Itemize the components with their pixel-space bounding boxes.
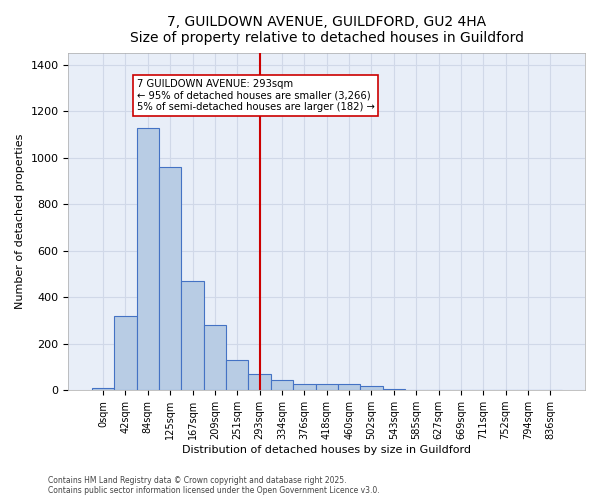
Bar bbox=[248, 374, 271, 390]
Bar bbox=[360, 386, 383, 390]
Bar bbox=[226, 360, 248, 390]
Bar bbox=[114, 316, 137, 390]
Bar bbox=[181, 281, 204, 390]
Text: 7 GUILDOWN AVENUE: 293sqm
← 95% of detached houses are smaller (3,266)
5% of sem: 7 GUILDOWN AVENUE: 293sqm ← 95% of detac… bbox=[137, 79, 374, 112]
Y-axis label: Number of detached properties: Number of detached properties bbox=[15, 134, 25, 310]
Bar bbox=[293, 384, 316, 390]
Bar bbox=[137, 128, 159, 390]
Bar bbox=[159, 167, 181, 390]
Text: Contains HM Land Registry data © Crown copyright and database right 2025.
Contai: Contains HM Land Registry data © Crown c… bbox=[48, 476, 380, 495]
X-axis label: Distribution of detached houses by size in Guildford: Distribution of detached houses by size … bbox=[182, 445, 471, 455]
Bar bbox=[92, 388, 114, 390]
Bar bbox=[338, 384, 360, 390]
Bar bbox=[204, 325, 226, 390]
Bar bbox=[383, 389, 405, 390]
Bar bbox=[316, 384, 338, 390]
Title: 7, GUILDOWN AVENUE, GUILDFORD, GU2 4HA
Size of property relative to detached hou: 7, GUILDOWN AVENUE, GUILDFORD, GU2 4HA S… bbox=[130, 15, 524, 45]
Bar bbox=[271, 380, 293, 390]
